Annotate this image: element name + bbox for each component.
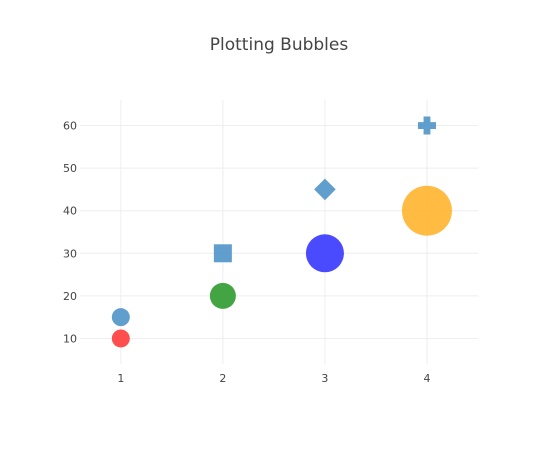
y-tick-label: 50 (63, 162, 77, 175)
x-tick-label: 4 (423, 372, 430, 385)
data-point-circle[interactable] (112, 308, 130, 326)
data-point-cross[interactable] (418, 117, 436, 135)
y-tick-label: 40 (63, 205, 77, 218)
x-tick-label: 2 (219, 372, 226, 385)
data-markers (112, 117, 452, 348)
data-point-circle[interactable] (402, 186, 452, 236)
data-point-circle[interactable] (112, 329, 130, 347)
y-tick-label: 10 (63, 332, 77, 345)
data-point-circle[interactable] (306, 234, 344, 272)
data-point-circle[interactable] (210, 283, 236, 309)
y-tick-label: 30 (63, 247, 77, 260)
y-tick-label: 60 (63, 120, 77, 133)
x-tick-label: 1 (117, 372, 124, 385)
x-tick-label: 3 (321, 372, 328, 385)
chart-title: Plotting Bubbles (210, 35, 349, 55)
y-tick-label: 20 (63, 290, 77, 303)
data-point-square[interactable] (214, 244, 232, 262)
data-point-diamond[interactable] (314, 179, 336, 201)
